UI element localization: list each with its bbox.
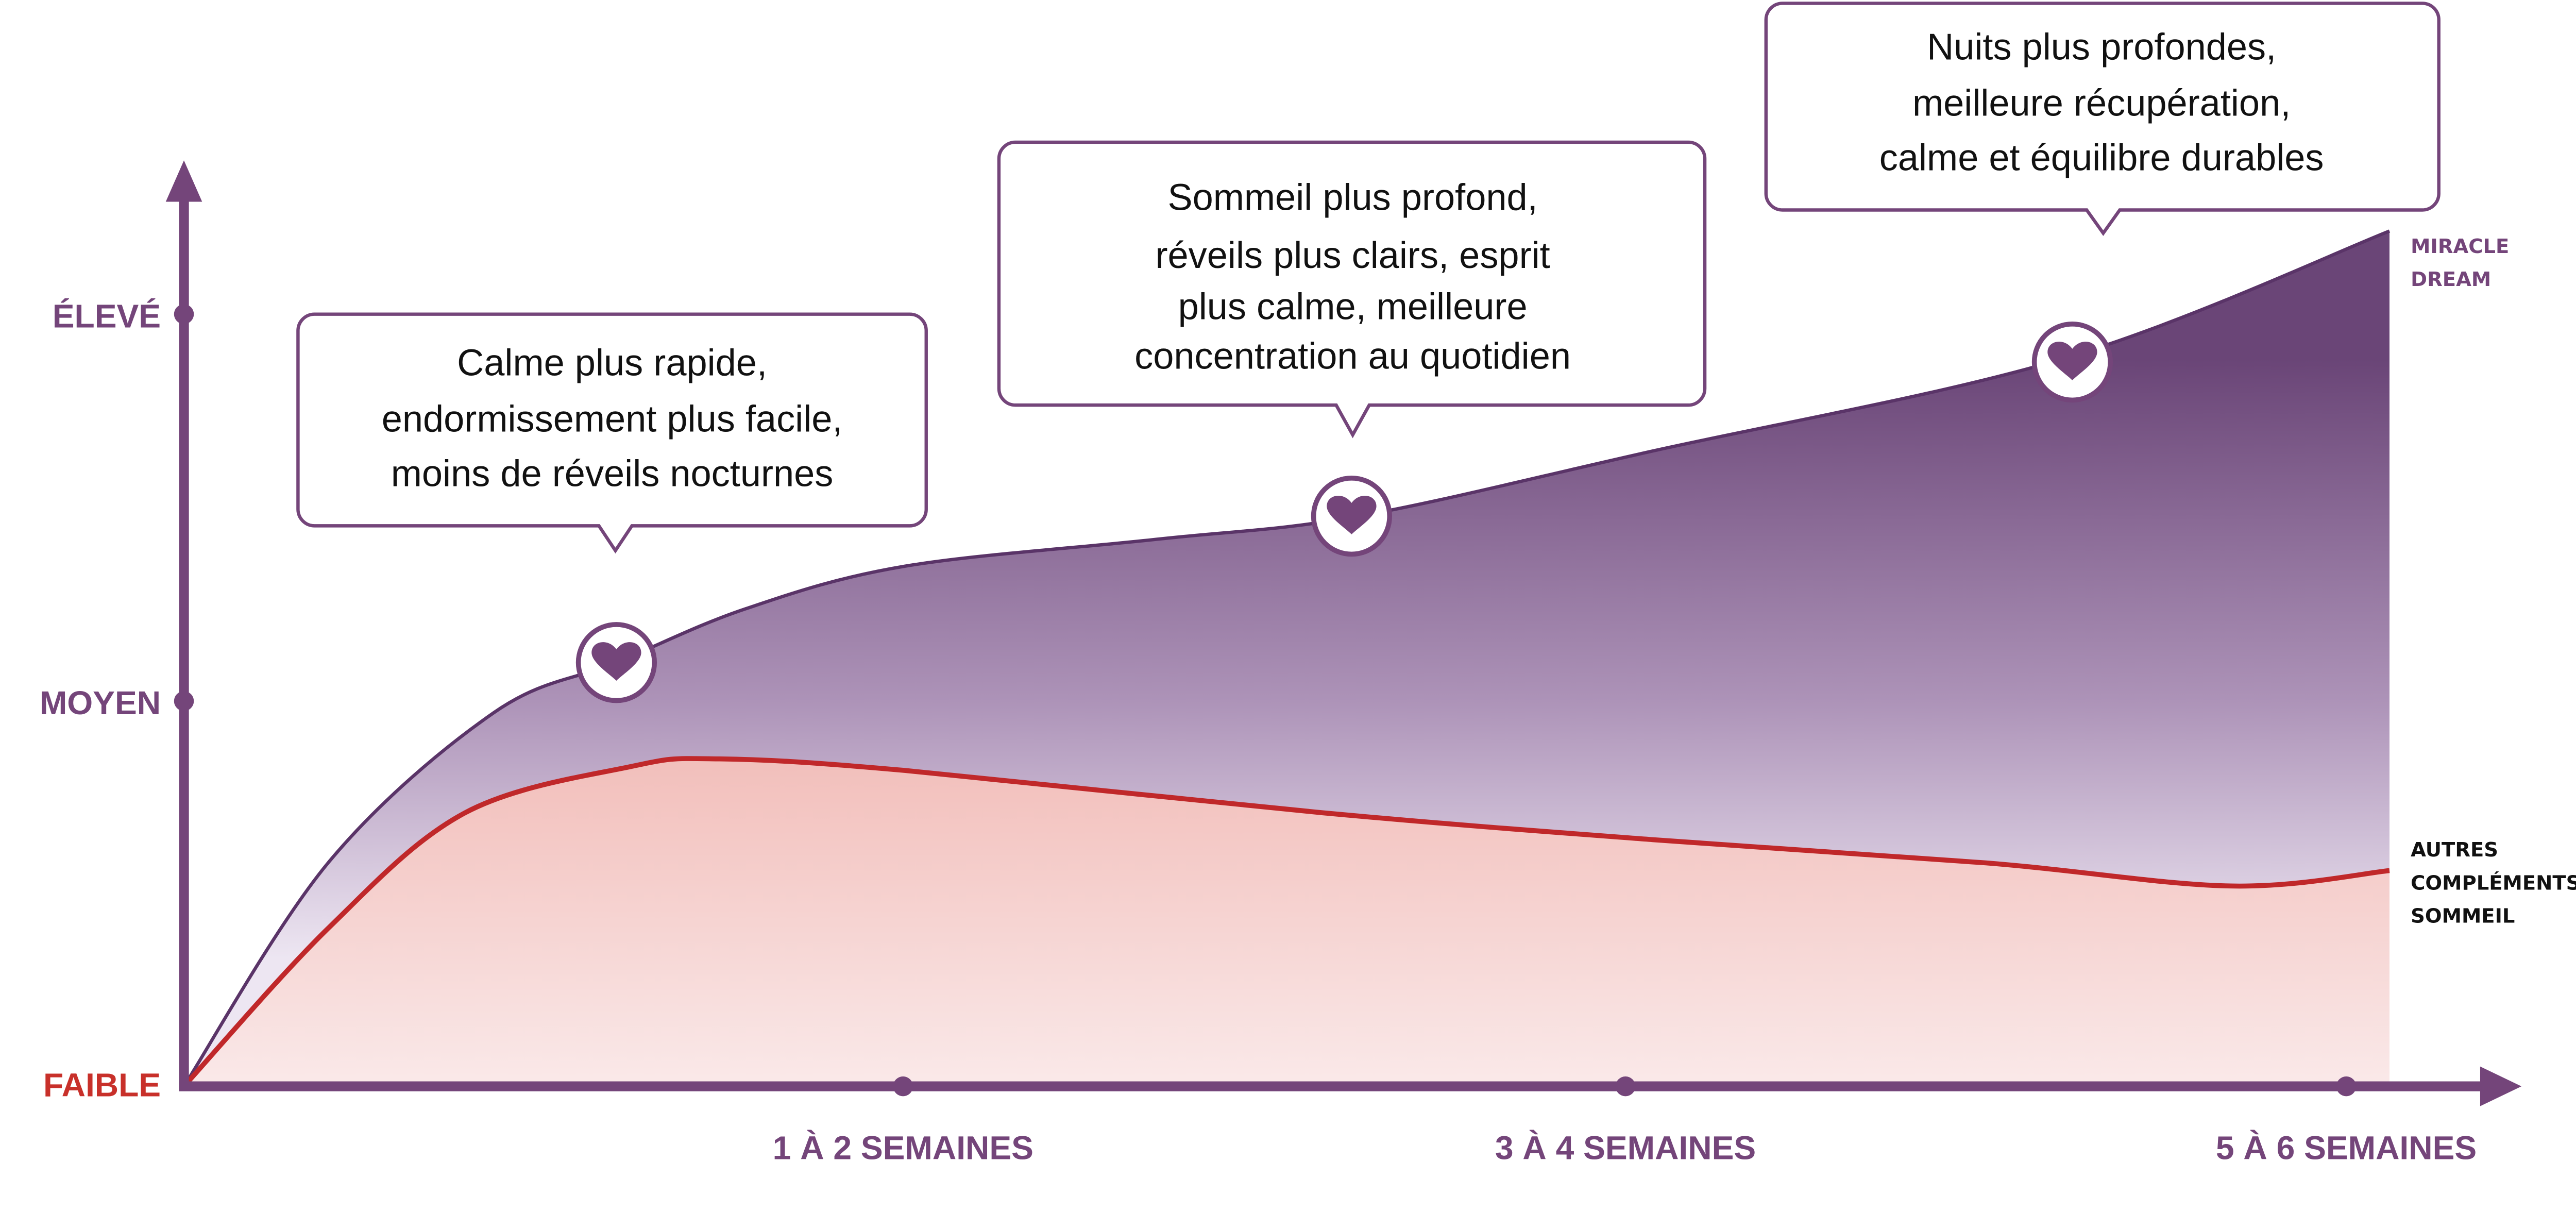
- x-tick-3: [2336, 1076, 2357, 1097]
- y-tick-high: [174, 304, 194, 324]
- y-axis-arrow: [165, 160, 202, 202]
- legend-miracle-dream: MIRACLE DREAM: [2411, 235, 2516, 291]
- heart-icon: [1311, 476, 1393, 557]
- heart-glyph: [2047, 341, 2097, 380]
- x-tick-label-3: 5 À 6 SEMAINES: [2216, 1129, 2477, 1166]
- legend-autres-complements: AUTRES COMPLÉMENTS SOMMEIL: [2411, 838, 2576, 928]
- plot-areas: [182, 229, 2391, 1088]
- y-tick-label-low: FAIBLE: [43, 1066, 161, 1103]
- x-tick-1: [893, 1076, 913, 1097]
- heart-icon: [2031, 321, 2113, 403]
- x-axis-arrow: [2480, 1066, 2522, 1106]
- line-autres-complements: [182, 756, 2390, 1088]
- callout-3: Nuits plus profondes, meilleure récupérat…: [1764, 2, 2441, 236]
- y-tick-label-medium: MOYEN: [40, 684, 161, 721]
- callout-2: Sommeil plus profond, réveils plus clairs…: [997, 140, 1707, 439]
- y-tick-label-high: ÉLEVÉ: [53, 297, 161, 334]
- heart-icon: [575, 622, 657, 703]
- x-tick-label-2: 3 À 4 SEMAINES: [1495, 1129, 1756, 1166]
- heart-glyph: [591, 642, 641, 681]
- svg-text:Nuits plus profondes,meilleure: Nuits plus profondes, meilleure récupérat…: [1879, 27, 2324, 179]
- area-autres-complements: [184, 759, 2389, 1087]
- line-miracle-dream: [182, 229, 2391, 1087]
- heart-markers: [575, 321, 2113, 703]
- y-tick-medium: [174, 691, 194, 711]
- svg-text:Calme plus rapide,endormisseme: Calme plus rapide, endormissement plus fa…: [382, 342, 843, 494]
- svg-text:Sommeil plus profond,réveils p: Sommeil plus profond, réveils plus clairs…: [1134, 177, 1571, 377]
- x-tick-2: [1615, 1076, 1636, 1097]
- heart-glyph: [1327, 495, 1377, 534]
- x-tick-label-1: 1 À 2 SEMAINES: [773, 1129, 1033, 1166]
- callout-1: Calme plus rapide, endormissement plus fa…: [296, 312, 928, 554]
